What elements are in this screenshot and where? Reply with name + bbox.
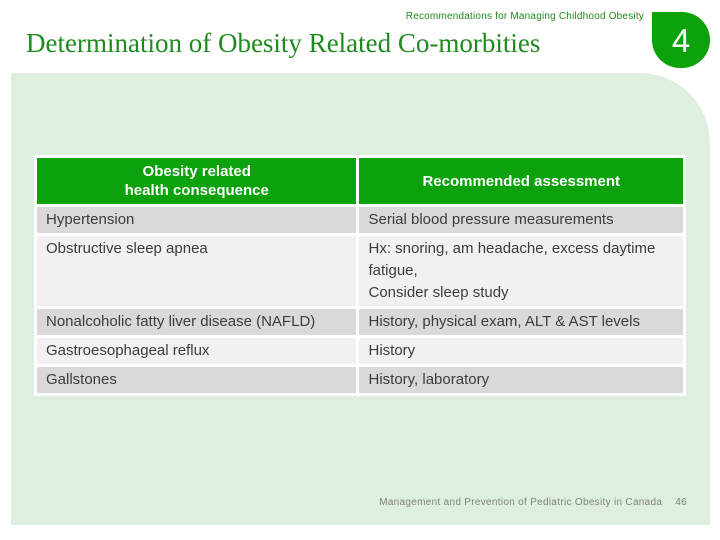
cell-consequence: Hypertension: [37, 207, 357, 233]
cell-consequence: Obstructive sleep apnea: [37, 236, 357, 306]
cell-consequence: Nonalcoholic fatty liver disease (NAFLD): [37, 309, 357, 335]
table-row: Gastroesophageal reflux History: [37, 338, 683, 364]
column-header-consequence: Obesity related health consequence: [37, 158, 357, 204]
cell-assessment: Hx: snoring, am headache, excess daytime…: [359, 236, 683, 306]
cell-assessment: Serial blood pressure measurements: [359, 207, 683, 233]
slide-header-note: Recommendations for Managing Childhood O…: [405, 11, 644, 22]
footer-citation: Management and Prevention of Pediatric O…: [379, 497, 663, 508]
cell-consequence: Gallstones: [37, 367, 357, 393]
slide-footer: Management and Prevention of Pediatric O…: [379, 497, 687, 508]
slide-page-number: 46: [675, 497, 687, 508]
cell-assessment: History: [359, 338, 683, 364]
column-header-assessment: Recommended assessment: [359, 158, 683, 204]
cell-assessment: History, physical exam, ALT & AST levels: [359, 309, 683, 335]
table-row: Hypertension Serial blood pressure measu…: [37, 207, 683, 233]
cell-consequence: Gastroesophageal reflux: [37, 338, 357, 364]
table-header-row: Obesity related health consequence Recom…: [37, 158, 683, 204]
comorbidity-table: Obesity related health consequence Recom…: [34, 155, 686, 396]
chapter-number-badge: 4: [652, 12, 710, 68]
table-row: Gallstones History, laboratory: [37, 367, 683, 393]
cell-assessment: History, laboratory: [359, 367, 683, 393]
table-row: Obstructive sleep apnea Hx: snoring, am …: [37, 236, 683, 306]
chapter-number: 4: [671, 21, 691, 59]
table-row: Nonalcoholic fatty liver disease (NAFLD)…: [37, 309, 683, 335]
slide-title: Determination of Obesity Related Co-morb…: [26, 28, 541, 58]
